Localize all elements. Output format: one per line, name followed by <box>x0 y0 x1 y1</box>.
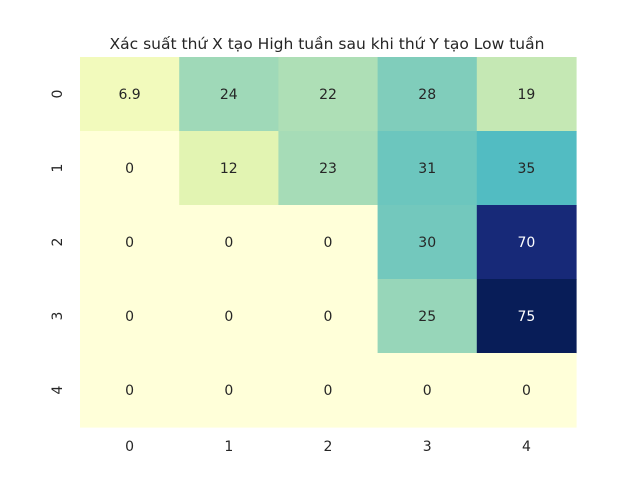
cell-value-label-r1-c2: 23 <box>319 161 337 177</box>
heatmap-cell-r2-c3 <box>377 205 478 280</box>
x-tick-label-1: 1 <box>224 439 233 455</box>
chart-title: Xác suất thứ X tạo High tuần sau khi thứ… <box>110 35 545 53</box>
heatmap-cell-r4-c1 <box>179 353 279 428</box>
heatmap-cell-r0-c4 <box>476 57 577 132</box>
heatmap-cell-r4-c4 <box>476 353 577 428</box>
heatmap-cell-r3-c0 <box>80 279 180 354</box>
cell-value-label-r4-c0: 0 <box>125 383 134 399</box>
y-tick-label-2: 2 <box>50 238 66 247</box>
heatmap-cell-r2-c4 <box>476 205 577 280</box>
cell-value-label-r1-c3: 31 <box>418 161 436 177</box>
cell-value-label-r3-c0: 0 <box>125 309 134 325</box>
heatmap-cell-r1-c1 <box>179 131 279 206</box>
heatmap-cell-r1-c3 <box>377 131 478 206</box>
heatmap-cell-r0-c2 <box>278 57 379 132</box>
cell-value-label-r1-c0: 0 <box>125 161 134 177</box>
cell-value-label-r2-c2: 0 <box>324 235 333 251</box>
x-tick-label-3: 3 <box>423 439 432 455</box>
cell-value-label-r0-c1: 24 <box>220 87 238 103</box>
heatmap-cell-r1-c2 <box>278 131 379 206</box>
heatmap-cell-r2-c2 <box>278 205 379 280</box>
cell-value-label-r4-c1: 0 <box>224 383 233 399</box>
cell-value-label-r0-c0: 6.9 <box>118 87 140 103</box>
cell-value-label-r4-c3: 0 <box>423 383 432 399</box>
heatmap-cells: 6.9 24 22 28 19 0 12 23 31 35 0 0 0 30 70 0 0 0 25 75 0 0 0 0 0 <box>80 57 577 428</box>
cell-value-label-r0-c4: 19 <box>517 87 535 103</box>
heatmap-cell-r4-c3 <box>377 353 478 428</box>
cell-value-label-r3-c3: 25 <box>418 309 436 325</box>
y-axis-ticks: 0 1 2 3 4 <box>50 90 66 395</box>
heatmap-cell-r0-c0 <box>80 57 180 132</box>
heatmap-cell-r3-c3 <box>377 279 478 354</box>
cell-value-label-r1-c1: 12 <box>220 161 238 177</box>
heatmap-cell-r4-c2 <box>278 353 379 428</box>
cell-value-label-r4-c2: 0 <box>324 383 333 399</box>
cell-value-label-r2-c1: 0 <box>224 235 233 251</box>
heatmap-cell-r2-c0 <box>80 205 180 280</box>
x-tick-label-2: 2 <box>324 439 333 455</box>
x-tick-label-4: 4 <box>522 439 531 455</box>
cell-value-label-r0-c3: 28 <box>418 87 436 103</box>
cell-value-label-r3-c4: 75 <box>517 309 535 325</box>
y-tick-label-4: 4 <box>50 385 66 394</box>
cell-value-label-r2-c0: 0 <box>125 235 134 251</box>
cell-value-label-r3-c1: 0 <box>224 309 233 325</box>
y-tick-label-1: 1 <box>50 164 66 173</box>
heatmap-cell-r2-c1 <box>179 205 279 280</box>
y-tick-label-3: 3 <box>50 312 66 321</box>
heatmap-cell-r1-c4 <box>476 131 577 206</box>
cell-value-label-r4-c4: 0 <box>522 383 531 399</box>
heatmap-cell-r1-c0 <box>80 131 180 206</box>
cell-value-label-r2-c3: 30 <box>418 235 436 251</box>
cell-value-label-r2-c4: 70 <box>517 235 535 251</box>
heatmap-cell-r3-c4 <box>476 279 577 354</box>
x-axis-ticks: 0 1 2 3 4 <box>125 439 531 455</box>
heatmap-cell-r3-c1 <box>179 279 279 354</box>
cell-value-label-r0-c2: 22 <box>319 87 337 103</box>
heatmap-cell-r3-c2 <box>278 279 379 354</box>
heatmap-cell-r0-c1 <box>179 57 279 132</box>
cell-value-label-r1-c4: 35 <box>517 161 535 177</box>
x-tick-label-0: 0 <box>125 439 134 455</box>
cell-value-label-r3-c2: 0 <box>324 309 333 325</box>
heatmap-cell-r4-c0 <box>80 353 180 428</box>
y-tick-label-0: 0 <box>50 90 66 99</box>
heatmap-cell-r0-c3 <box>377 57 478 132</box>
